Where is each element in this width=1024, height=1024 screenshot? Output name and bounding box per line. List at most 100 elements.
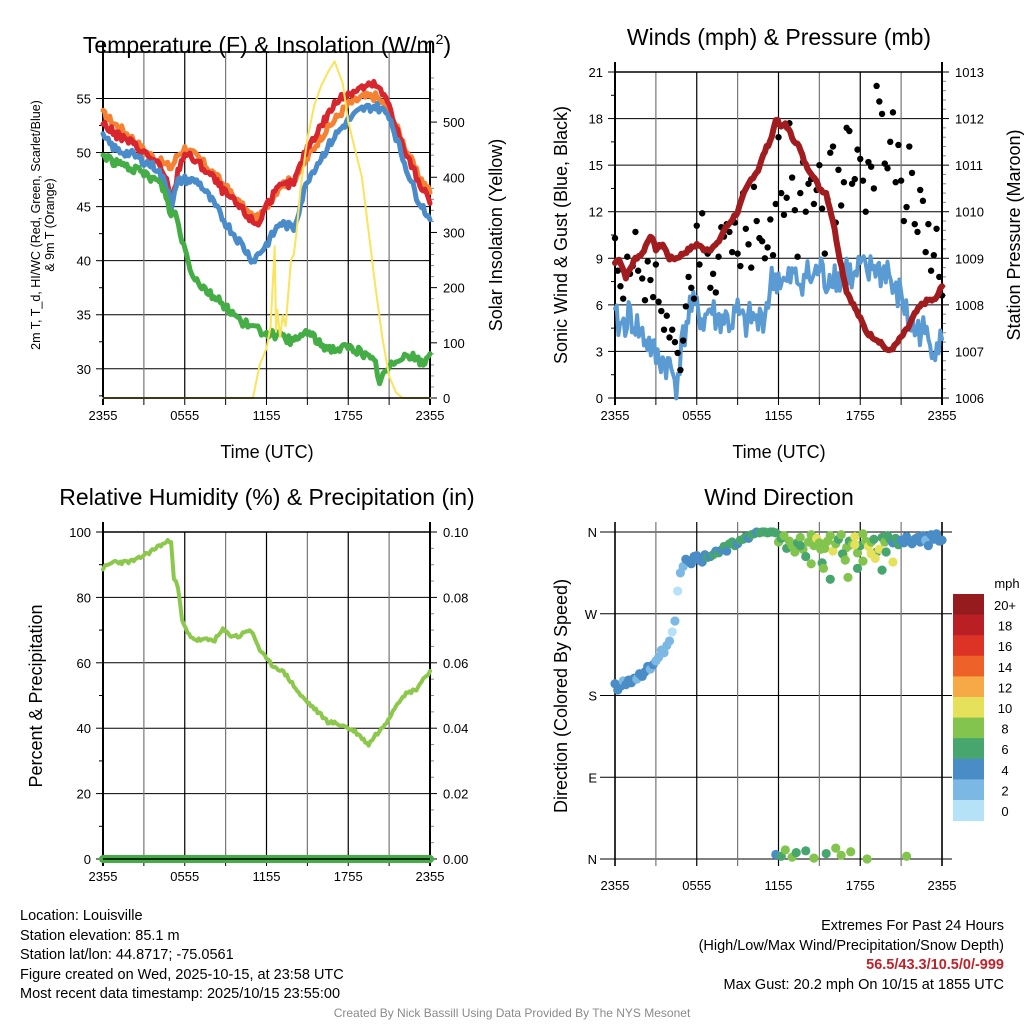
gust-point	[900, 217, 908, 225]
wind-direction-point	[825, 574, 835, 584]
y-right-tick-label: 1007	[955, 344, 984, 359]
x-tick-label: 1755	[846, 878, 875, 893]
series-sonic-wind	[613, 254, 944, 401]
gust-point	[745, 241, 752, 248]
gust-point	[666, 334, 673, 341]
wind-direction-point	[809, 853, 819, 863]
colorbar-label: 20+	[994, 598, 1016, 613]
y-tick-label: S	[588, 689, 597, 704]
gust-point	[805, 180, 812, 187]
wind-direction-point	[846, 847, 856, 857]
gust-point	[821, 250, 829, 257]
y-right-tick-label: 0.06	[443, 656, 468, 671]
x-tick-label: 2355	[89, 408, 118, 423]
gust-point	[917, 186, 924, 194]
y-right-tick-label: 1010	[955, 205, 984, 220]
gust-point	[696, 261, 703, 268]
y-tick-label: 35	[77, 308, 91, 323]
colorbar-swatch	[953, 717, 984, 739]
gust-point	[878, 110, 886, 118]
y-right-tick-label: 1012	[955, 112, 984, 127]
x-tick-label: 0555	[682, 408, 711, 423]
x-tick-label: 1155	[253, 408, 281, 423]
gust-point	[647, 276, 654, 284]
x-tick-label: 2355	[416, 408, 445, 423]
gust-point	[778, 189, 785, 197]
gust-point	[658, 307, 665, 315]
wind-direction-point	[670, 616, 680, 626]
wind-direction-point	[937, 535, 947, 545]
y-tick-label: E	[588, 770, 597, 785]
colorbar-label: 12	[998, 680, 1012, 695]
gust-point	[652, 261, 660, 268]
wind-direction-point	[866, 549, 876, 559]
wind-direction-point	[825, 531, 835, 541]
wind-direction-ylabel: Direction (Colored By Speed)	[551, 579, 571, 813]
x-tick-label: 2355	[89, 869, 118, 884]
y-right-tick-label: 1013	[955, 65, 984, 80]
x-tick-label: 2355	[928, 408, 957, 423]
gust-point	[851, 175, 858, 183]
gust-point	[848, 180, 856, 187]
gust-point	[753, 217, 760, 225]
wind-direction-point	[722, 546, 732, 556]
y-tick-label: 80	[77, 590, 91, 605]
series-solar-insolation	[102, 60, 431, 399]
created-text: Figure created on Wed, 2025-10-15, at 23…	[20, 966, 344, 983]
gust-point	[614, 267, 621, 274]
x-tick-label: 1155	[253, 869, 281, 884]
wind-direction-point	[843, 572, 853, 583]
y-right-tick-label: 0	[443, 391, 450, 406]
gust-point	[688, 284, 695, 291]
series-2m-t	[100, 78, 433, 228]
gust-point	[644, 258, 651, 265]
station-info: Location: Louisville Station elevation: …	[20, 907, 344, 1005]
x-tick-label: 0555	[170, 408, 199, 423]
gust-point	[669, 326, 676, 333]
wind-direction-point	[858, 529, 868, 539]
gust-point	[881, 160, 888, 167]
gust-point	[840, 179, 848, 186]
wind-direction-point	[850, 531, 860, 542]
gust-point	[895, 141, 902, 149]
wind-direction-title: Wind Direction	[704, 484, 854, 510]
gust-point	[897, 177, 905, 184]
gust-point	[758, 238, 766, 245]
colorbar-swatch	[953, 779, 984, 801]
gust-point	[767, 216, 774, 223]
wind-direction-point	[780, 845, 790, 855]
colorbar-swatch	[953, 697, 984, 719]
gust-point	[690, 295, 698, 302]
colorbar-swatch	[953, 614, 984, 636]
y-right-tick-label: 100	[443, 336, 465, 351]
gust-point	[742, 225, 749, 232]
wind-direction-point	[862, 854, 872, 864]
colorbar-label: 8	[1001, 722, 1008, 737]
series-station-pressure	[612, 116, 945, 354]
x-tick-label: 0555	[170, 869, 199, 884]
extremes-title: Extremes For Past 24 Hours	[821, 918, 1004, 934]
y-right-tick-label: 0.02	[443, 787, 468, 802]
x-tick-label: 1155	[765, 408, 793, 423]
colorbar-label: 16	[998, 639, 1012, 654]
x-tick-label: 2355	[928, 878, 957, 893]
gust-point	[933, 225, 940, 232]
series-hi-wc	[100, 101, 433, 265]
x-tick-label: 1755	[334, 869, 363, 884]
wind-direction-point	[858, 556, 868, 566]
colorbar-swatch	[953, 676, 984, 698]
gust-point	[854, 146, 861, 153]
gust-point	[769, 251, 777, 259]
gust-point	[772, 200, 779, 208]
gust-point	[712, 289, 720, 296]
location-text: Location: Louisville	[20, 908, 143, 924]
y-right-tick-label: 1008	[955, 298, 984, 313]
colorbar-label: 18	[998, 619, 1012, 634]
temperature-ylabel-right: Solar Insolation (Yellow)	[486, 139, 506, 331]
gust-point	[619, 295, 627, 302]
y-right-tick-label: 400	[443, 170, 465, 185]
gust-point	[914, 228, 921, 236]
gust-point	[930, 251, 938, 259]
speed-colorbar: 20+ 18 16 14 12 10 8 6 4 2 0	[953, 594, 1016, 822]
gust-point	[699, 210, 706, 217]
